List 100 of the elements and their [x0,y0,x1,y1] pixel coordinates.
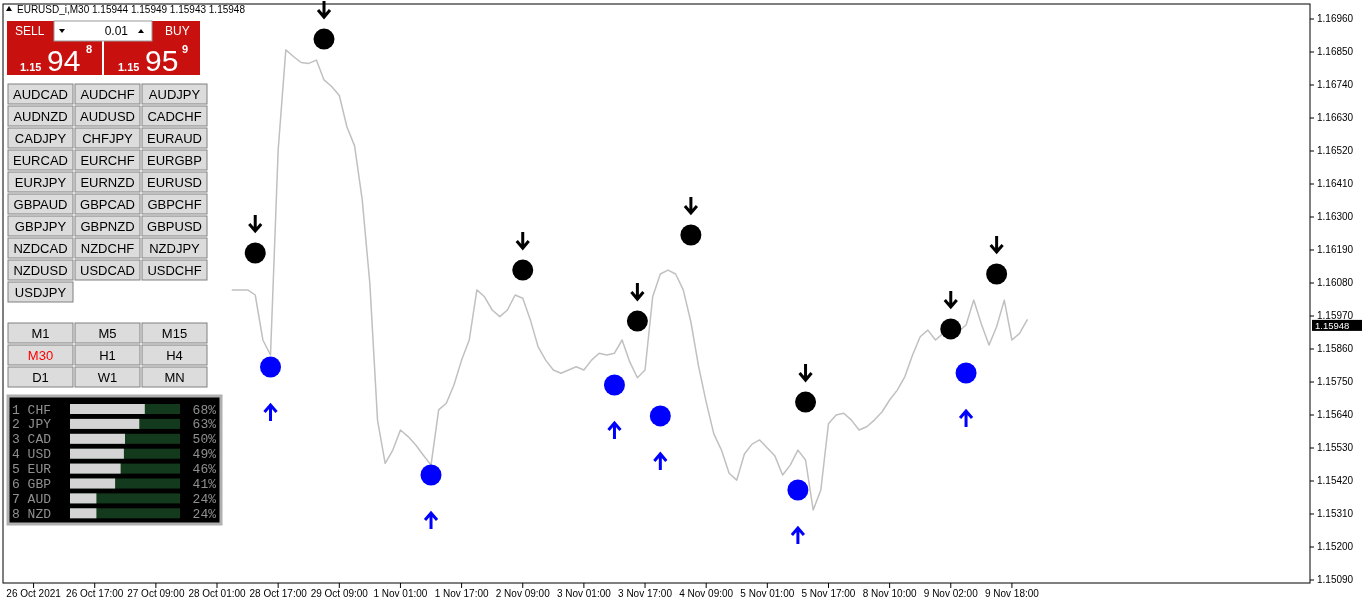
annotation: AUDJPY [148,86,201,102]
annotation: EURGBP [147,152,202,168]
data-label: 41% [192,477,217,493]
annotation: 9 [182,43,189,55]
annotation: AUDNZD [13,108,68,124]
data-label: 68% [192,402,217,418]
x-tick-label: 4 Nov 09:00 [679,588,734,599]
y-tick-label: 1.16850 [1317,45,1354,57]
data-label: 49% [192,447,217,463]
x-tick-label: 3 Nov 01:00 [556,588,612,599]
annotation: BUY [165,24,190,38]
x-tick-label: 1 Nov 17:00 [434,588,489,599]
x-tick-label: 1 Nov 01:00 [373,588,428,599]
bar [70,493,97,504]
annotation: W1 [97,369,118,385]
y-tick-label: 1.16740 [1317,78,1354,90]
line-series [231,49,1028,511]
point [649,405,671,427]
x-tick-label: 29 Oct 09:00 [310,588,369,599]
annotation: AUDUSD [80,108,135,124]
annotation: EURJPY [14,174,67,190]
annotation: 95 [145,44,179,77]
point [603,374,625,396]
y-tick-label: 1.15420 [1317,474,1354,486]
point [795,391,817,413]
annotation: USDCHF [147,262,202,278]
y-tick-label: 1.15310 [1317,507,1354,519]
point [986,263,1008,285]
annotation: MN [164,369,185,385]
y-tick-label: 1.15750 [1317,375,1354,387]
annotation: H4 [166,347,183,363]
annotation: USDJPY [14,284,67,300]
chart-title: EURUSD_i,M30 1.15944 1.15949 1.15943 1.15948 [17,4,246,15]
y-tick-label: 1.15970 [1317,309,1354,321]
y-tick-label: 1.15530 [1317,441,1354,453]
point [680,224,702,246]
x-tick-label: 2 Nov 09:00 [495,588,551,599]
x-tick-label: 26 Oct 2021 [6,588,62,599]
y-tick-label: 6 GBP [12,477,52,493]
y-tick-label: 1.16520 [1317,144,1354,156]
annotation: 0.01 [104,24,129,38]
x-tick-label: 9 Nov 18:00 [984,588,1040,599]
annotation: CHFJPY [82,130,134,146]
x-tick-label: 9 Nov 02:00 [923,588,979,599]
y-tick-label: 1.16300 [1317,210,1354,222]
annotation: 1.15 [118,61,140,73]
point [244,242,266,264]
annotation: EURUSD [147,174,202,190]
point [626,310,648,332]
x-tick-label: 5 Nov 17:00 [801,588,856,599]
annotation: AUDCHF [80,86,135,102]
annotation: D1 [32,369,49,385]
annotation: GBPCAD [80,196,135,212]
data-label: 24% [192,506,217,522]
x-tick-label: 3 Nov 17:00 [618,588,673,599]
annotation: M1 [31,325,50,341]
y-tick-label: 7 AUD [12,491,52,507]
annotation: M5 [98,325,117,341]
x-tick-label: 5 Nov 01:00 [740,588,795,599]
y-tick-label: 1.15640 [1317,408,1354,420]
annotation: NZDJPY [149,240,201,256]
annotation: GBPCHF [147,196,202,212]
x-tick-label: 26 Oct 17:00 [66,588,124,599]
data-label: 50% [192,432,217,448]
annotation: EURCHF [80,152,135,168]
point [940,318,962,340]
y-tick-label: 1.16080 [1317,276,1354,288]
y-tick-label: 1.15200 [1317,540,1354,552]
y-tick-label: 8 NZD [12,506,52,522]
data-label: 46% [192,462,217,478]
y-tick-label: 5 EUR [12,462,52,478]
text: 1.15948 [1315,319,1350,331]
annotation: EURAUD [147,130,202,146]
y-tick-label: 2 JPY [12,417,52,433]
x-tick-label: 27 Oct 09:00 [127,588,185,599]
point [512,259,534,281]
annotation: EURCAD [13,152,68,168]
y-tick-label: 1.16410 [1317,177,1354,189]
annotation: GBPUSD [147,218,202,234]
annotation: GBPNZD [80,218,135,234]
y-tick-label: 1 CHF [12,402,52,418]
annotation: GBPAUD [13,196,68,212]
annotation: 94 [47,44,81,77]
x-tick-label: 8 Nov 10:00 [862,588,918,599]
y-tick-label: 1.16630 [1317,111,1354,123]
point [420,464,442,486]
y-tick-label: 1.15860 [1317,342,1354,354]
y-tick-label: 3 CAD [12,432,52,448]
point [955,362,977,384]
annotation: NZDCHF [80,240,135,256]
annotation: NZDUSD [13,262,68,278]
x-tick-label: 28 Oct 17:00 [249,588,308,599]
annotation: H1 [99,347,116,363]
annotation: CADJPY [14,130,67,146]
annotation: AUDCAD [13,86,68,102]
annotation: NZDCAD [13,240,68,256]
bar [70,508,97,519]
point [260,356,282,378]
point [313,28,335,50]
annotation: M30 [27,347,54,363]
